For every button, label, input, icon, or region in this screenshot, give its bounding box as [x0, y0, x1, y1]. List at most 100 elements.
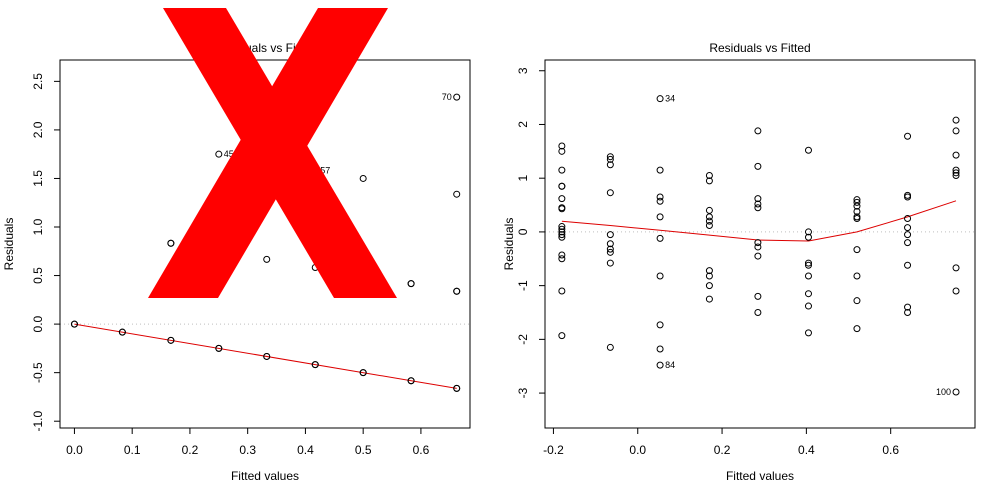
- right-data-point: [656, 345, 664, 353]
- left-x-axis-label: Fitted values: [231, 469, 299, 483]
- right-data-point: [558, 205, 566, 213]
- right-data-point: [656, 193, 664, 201]
- left-data-point: [118, 328, 126, 336]
- right-y-tick-label: 0: [516, 228, 530, 235]
- right-data-point: [853, 272, 861, 280]
- left-y-tick-label: 1.5: [31, 170, 45, 187]
- right-data-point: [705, 177, 713, 185]
- right-data-point: [904, 261, 912, 269]
- right-data-point: [804, 259, 812, 267]
- right-data-point: [804, 261, 812, 269]
- right-data-point: [558, 166, 566, 174]
- right-data-point: [804, 302, 812, 310]
- left-point-label: 45: [224, 149, 234, 159]
- right-data-point: [754, 252, 762, 260]
- right-data-point: [558, 228, 566, 236]
- right-data-point: [705, 213, 713, 221]
- right-data-point: [705, 221, 713, 229]
- left-y-tick-label: 2.0: [31, 121, 45, 138]
- right-data-point: [606, 248, 614, 256]
- left-data-point: [453, 384, 461, 392]
- right-data-point: [705, 172, 713, 180]
- right-x-axis-label: Fitted values: [726, 469, 794, 483]
- right-data-point: [754, 127, 762, 135]
- left-point-label: 70: [442, 92, 452, 102]
- left-y-tick-label: -0.5: [31, 362, 45, 383]
- left-data-point: [70, 320, 78, 328]
- right-data-point: [853, 207, 861, 215]
- red-x-overlay: [148, 8, 397, 298]
- right-data-point: [558, 255, 566, 263]
- right-data-point: [705, 217, 713, 225]
- left-data-point: [215, 150, 223, 158]
- right-y-tick-label: 3: [516, 67, 530, 74]
- right-data-point: [904, 193, 912, 201]
- left-data-point: [359, 369, 367, 377]
- left-data-point: [453, 93, 461, 101]
- right-data-point: [952, 264, 960, 272]
- right-data-point: [853, 214, 861, 222]
- right-data-point: [656, 197, 664, 205]
- right-data-point: [853, 297, 861, 305]
- left-x-tick-label: 0.2: [182, 443, 199, 457]
- right-data-point: [904, 132, 912, 140]
- right-data-point: [606, 153, 614, 161]
- right-data-point: [904, 308, 912, 316]
- right-data-point: [804, 329, 812, 337]
- right-data-point: [754, 162, 762, 170]
- right-data-point: [904, 231, 912, 239]
- right-data-point: [606, 240, 614, 248]
- left-x-tick-label: 0.3: [239, 443, 256, 457]
- left-smooth-line: [74, 323, 457, 389]
- right-data-point: [853, 325, 861, 333]
- right-data-point: [705, 295, 713, 303]
- left-y-axis-label: Residuals: [2, 218, 16, 271]
- right-data-point: [656, 361, 664, 369]
- right-plot-frame: [544, 59, 976, 429]
- left-data-point: [263, 352, 271, 360]
- right-y-tick-label: -1: [516, 280, 530, 291]
- right-data-point: [558, 332, 566, 340]
- right-y-tick-label: 2: [516, 121, 530, 128]
- right-data-point: [558, 195, 566, 203]
- right-data-point: [558, 233, 566, 241]
- right-data-point: [558, 147, 566, 155]
- left-data-point: [215, 344, 223, 352]
- right-y-tick-label: -3: [516, 387, 530, 398]
- left-y-tick-label: 1.0: [31, 218, 45, 235]
- right-data-point: [754, 204, 762, 212]
- right-y-tick-label: -2: [516, 334, 530, 345]
- right-data-point: [952, 116, 960, 124]
- right-data-point: [952, 172, 960, 180]
- right-data-point: [952, 287, 960, 295]
- left-data-point: [263, 255, 271, 263]
- right-data-point: [606, 155, 614, 163]
- left-y-tick-label: 0.0: [31, 315, 45, 332]
- left-y-tick-label: -1.0: [31, 411, 45, 432]
- left-data-point: [453, 190, 461, 198]
- right-point-label: 84: [665, 360, 675, 370]
- right-data-point: [853, 198, 861, 206]
- right-data-point: [804, 272, 812, 280]
- right-data-point: [952, 388, 960, 396]
- right-data-point: [952, 151, 960, 159]
- left-data-point: [167, 336, 175, 344]
- right-data-point: [558, 142, 566, 150]
- right-data-point: [606, 161, 614, 169]
- right-data-point: [656, 321, 664, 329]
- right-data-point: [804, 146, 812, 154]
- right-data-point: [558, 251, 566, 259]
- right-plot-panel: -0.2 0.0 0.2 0.4 0.6 -3 -2 -1 0 1 2 3 Residuals vs F…: [502, 41, 976, 483]
- right-x-tick-label: 0.6: [882, 443, 899, 457]
- right-data-point: [804, 228, 812, 236]
- right-data-point: [558, 231, 566, 239]
- right-x-tick-label: 0.2: [714, 443, 731, 457]
- right-point-label: 100: [936, 387, 951, 397]
- right-data-point: [705, 206, 713, 214]
- right-data-point: [656, 234, 664, 242]
- right-data-point: [606, 343, 614, 351]
- right-data-point: [705, 282, 713, 290]
- left-data-point: [359, 174, 367, 182]
- right-data-point: [705, 267, 713, 275]
- right-data-point: [952, 127, 960, 135]
